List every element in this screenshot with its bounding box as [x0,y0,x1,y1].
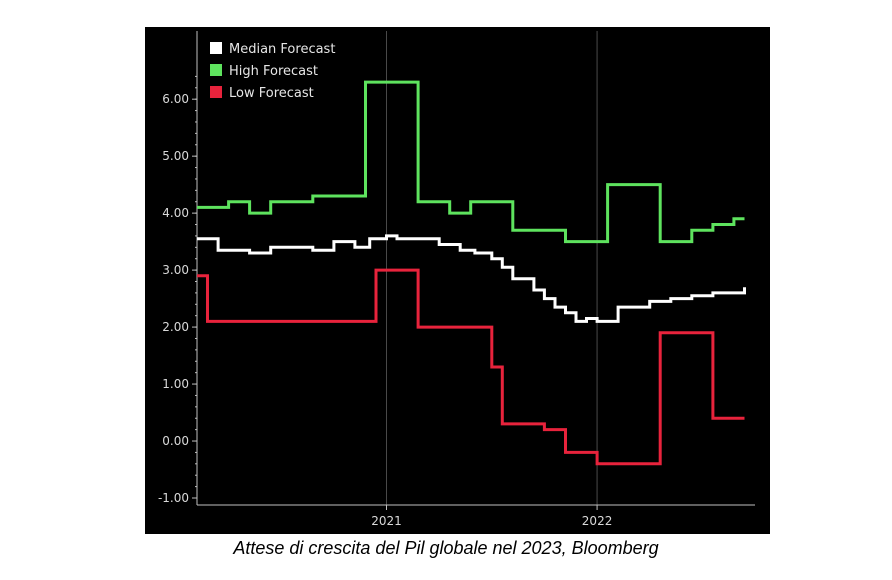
y-tick-label: 6.00 [162,92,189,106]
series-line-median-forecast [197,234,746,323]
forecast-chart: 6.00 5.00 4.00 3.00 2.00 1.00 0.00 -1.00 2021 202… [158,31,755,528]
y-tick-label: 2.00 [162,320,189,334]
y-tick-label: 1.00 [162,377,189,391]
y-tick-label: 5.00 [162,149,189,163]
y-tick-label: 4.00 [162,206,189,220]
chart-panel: 6.00 5.00 4.00 3.00 2.00 1.00 0.00 -1.00 2021 202… [145,27,770,534]
legend-swatch [210,64,222,76]
y-tick-label: 0.00 [162,434,189,448]
y-tick-label: -1.00 [158,491,189,505]
series-line-low-forecast [197,268,745,466]
series-lines [197,80,746,466]
legend-label: Median Forecast [229,42,335,57]
grid [386,31,598,505]
legend-label: High Forecast [229,64,318,79]
chart-caption: Attese di crescita del Pil globale nel 2… [233,538,659,558]
axes: 6.00 5.00 4.00 3.00 2.00 1.00 0.00 -1.00 2021 202… [158,31,755,528]
legend-swatch [210,86,222,98]
legend: Median Forecast High Forecast Low Forecast [210,42,335,101]
y-tick-label: 3.00 [162,263,189,277]
x-tick-label: 2021 [371,514,402,528]
legend-label: Low Forecast [229,86,314,101]
x-tick-label: 2022 [582,514,613,528]
legend-swatch [210,42,222,54]
series-line-high-forecast [197,80,745,244]
